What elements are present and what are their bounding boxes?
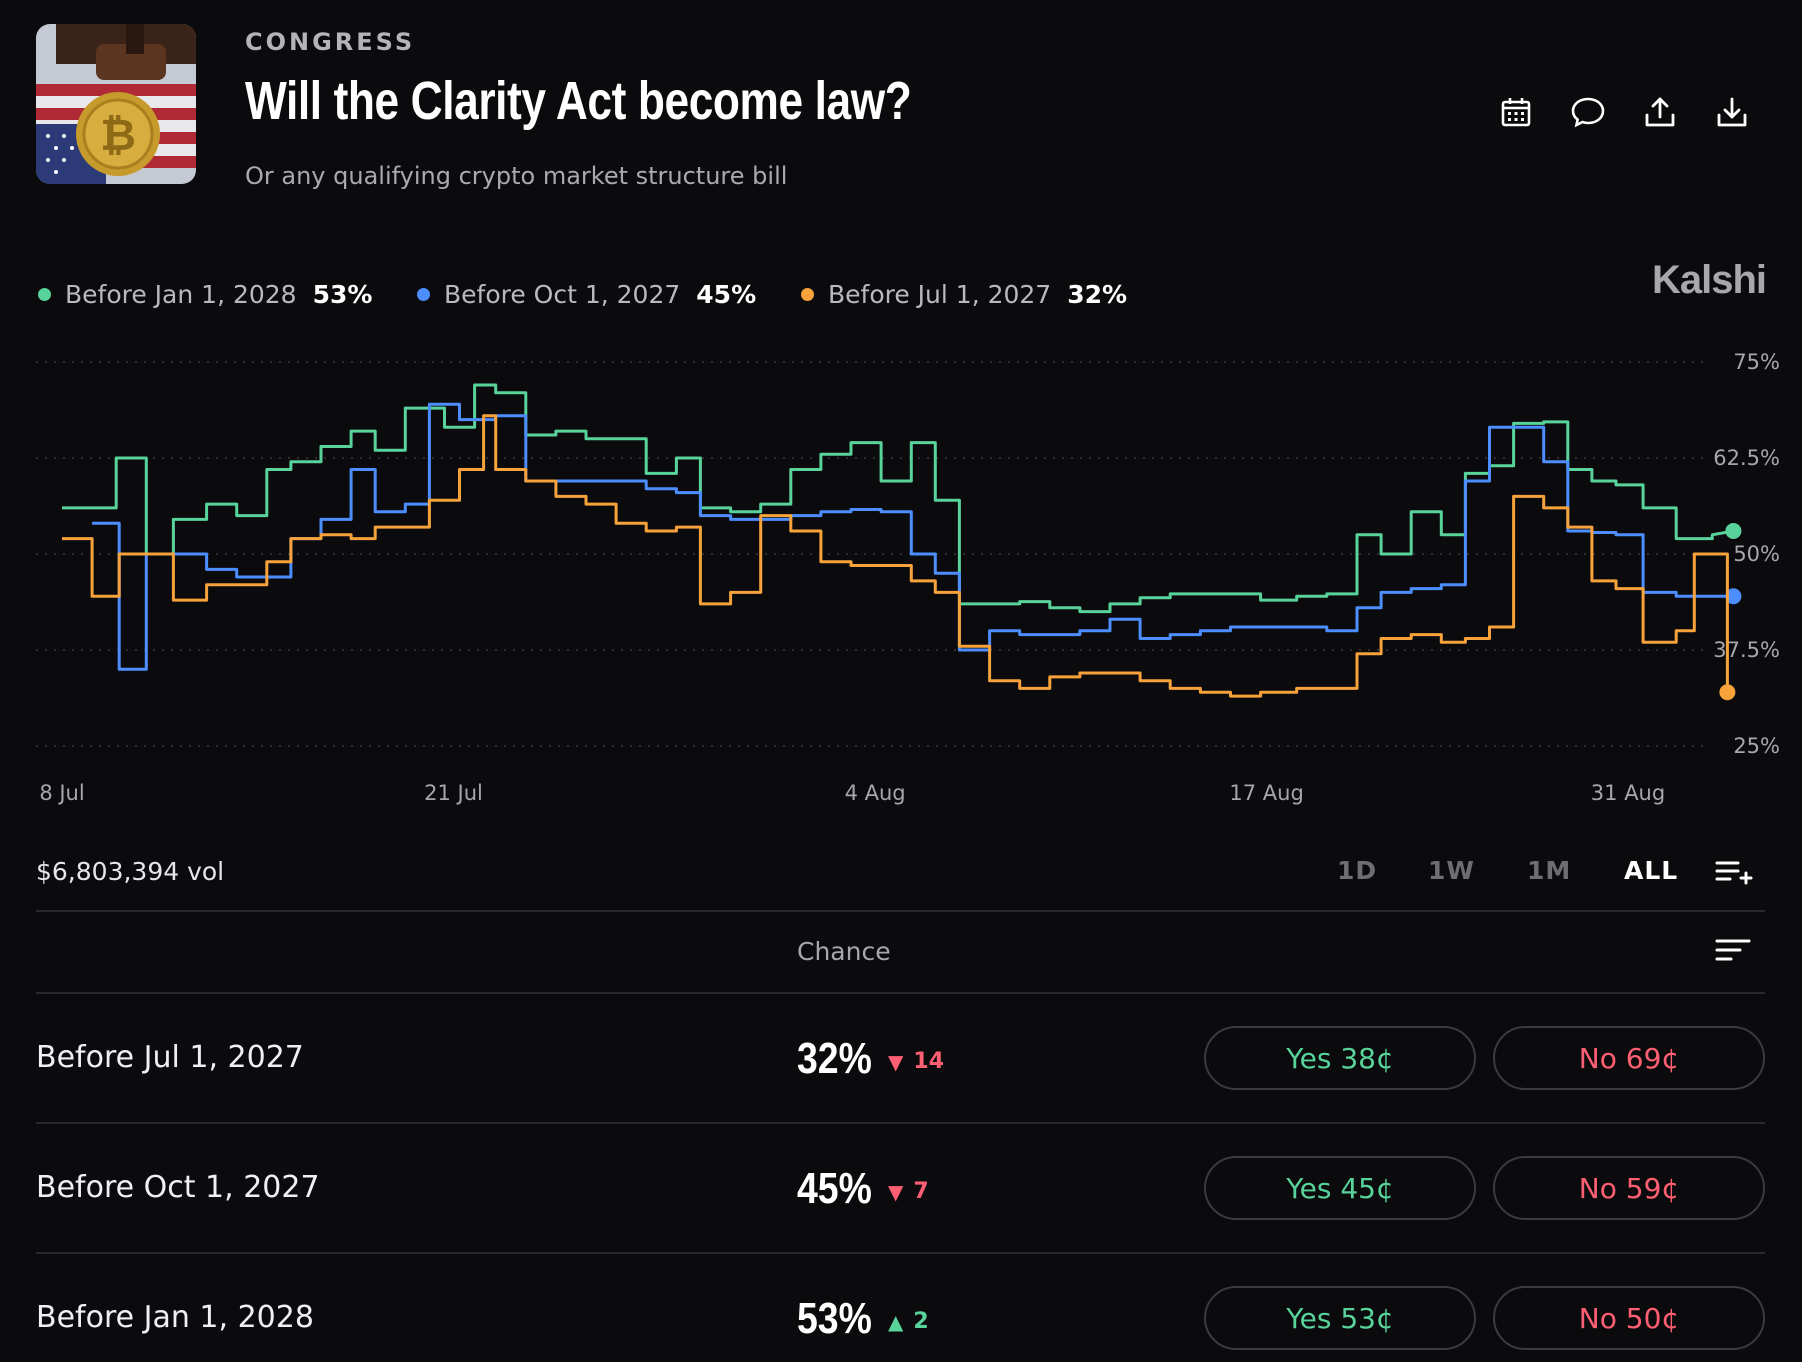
range-button-all[interactable]: ALL: [1624, 856, 1679, 885]
series-line-0: [62, 383, 1734, 614]
legend-dot: [38, 288, 51, 301]
row-delta: ▼ 14: [888, 1049, 944, 1074]
x-tick-label: 8 Jul: [39, 781, 84, 805]
buy-yes-button[interactable]: Yes 53¢: [1204, 1286, 1476, 1350]
triangle-down-icon: ▼: [888, 1179, 904, 1204]
chart-grid: [36, 361, 1710, 747]
table-row: Before Jan 1, 2028 53% ▲ 2 Yes 53¢ No 50…: [36, 1276, 1765, 1362]
y-tick-label: 25%: [1733, 734, 1780, 758]
row-label: Before Oct 1, 2027: [36, 1170, 320, 1205]
legend-item-jul-2027[interactable]: Before Jul 1, 2027 32%: [801, 280, 1127, 309]
legend-label: Before Jul 1, 2027: [828, 280, 1052, 309]
row-label: Before Jul 1, 2027: [36, 1040, 304, 1075]
page-subtitle: Or any qualifying crypto market structur…: [245, 162, 788, 190]
legend-item-oct-2027[interactable]: Before Oct 1, 2027 45%: [417, 280, 756, 309]
download-icon[interactable]: [1708, 88, 1756, 136]
y-tick-label: 75%: [1733, 350, 1780, 374]
legend-dot: [417, 288, 430, 301]
legend-item-jan-2028[interactable]: Before Jan 1, 2028 53%: [38, 280, 372, 309]
range-button-1d[interactable]: 1D: [1337, 856, 1378, 885]
buy-no-button[interactable]: No 50¢: [1493, 1286, 1765, 1350]
row-delta-value: 2: [913, 1309, 929, 1334]
buy-no-button[interactable]: No 69¢: [1493, 1026, 1765, 1090]
category-label: CONGRESS: [245, 28, 416, 56]
legend-value: 53%: [312, 280, 373, 309]
sort-icon[interactable]: [1714, 936, 1754, 966]
x-tick-label: 4 Aug: [845, 781, 906, 805]
row-chance: 53%: [797, 1294, 872, 1343]
x-tick-label: 21 Jul: [424, 781, 483, 805]
divider: [36, 910, 1765, 912]
chart-series: [62, 383, 1742, 701]
legend-value: 45%: [696, 280, 757, 309]
row-chance: 32%: [797, 1034, 872, 1083]
series-end-point: [1725, 588, 1742, 605]
x-tick-label: 31 Aug: [1591, 781, 1665, 805]
x-tick-label: 17 Aug: [1229, 781, 1303, 805]
volume-label: $6,803,394 vol: [36, 857, 225, 886]
series-end-point: [1719, 684, 1736, 701]
buy-yes-button[interactable]: Yes 45¢: [1204, 1156, 1476, 1220]
y-tick-label: 37.5%: [1713, 638, 1780, 662]
legend-value: 32%: [1067, 280, 1128, 309]
add-to-list-icon[interactable]: [1714, 855, 1754, 891]
divider: [36, 992, 1765, 994]
series-line-1: [92, 402, 1734, 671]
legend-label: Before Jan 1, 2028: [65, 280, 297, 309]
price-history-chart[interactable]: 75% 62.5% 50% 37.5% 25% 8 Jul 21 Jul 4 Aug 17 A…: [0, 330, 1802, 810]
legend-label: Before Oct 1, 2027: [444, 280, 681, 309]
row-delta-value: 7: [913, 1179, 929, 1204]
y-tick-label: 50%: [1733, 542, 1780, 566]
range-button-1w[interactable]: 1W: [1428, 856, 1475, 885]
row-chance: 45%: [797, 1164, 872, 1213]
triangle-down-icon: ▼: [888, 1049, 904, 1074]
series-line-2: [62, 414, 1729, 698]
triangle-up-icon: ▲: [888, 1309, 904, 1334]
table-row: Before Jul 1, 2027 32% ▼ 14 Yes 38¢ No 6…: [36, 1016, 1765, 1106]
buy-yes-button[interactable]: Yes 38¢: [1204, 1026, 1476, 1090]
row-delta-value: 14: [913, 1049, 945, 1074]
page-title: Will the Clarity Act become law?: [245, 71, 912, 131]
comment-icon[interactable]: [1564, 88, 1612, 136]
x-axis: 8 Jul 21 Jul 4 Aug 17 Aug 31 Aug: [39, 781, 1665, 805]
svg-text:₿: ₿: [100, 110, 136, 161]
y-axis: 75% 62.5% 50% 37.5% 25%: [1713, 350, 1780, 758]
row-delta: ▲ 2: [888, 1309, 929, 1334]
share-icon[interactable]: [1636, 88, 1684, 136]
y-tick-label: 62.5%: [1713, 446, 1780, 470]
row-delta: ▼ 7: [888, 1179, 929, 1204]
brand-logo: Kalshi: [1652, 258, 1767, 302]
market-thumbnail: ₿: [36, 24, 196, 184]
calendar-icon[interactable]: [1492, 88, 1540, 136]
buy-no-button[interactable]: No 59¢: [1493, 1156, 1765, 1220]
table-row: Before Oct 1, 2027 45% ▼ 7 Yes 45¢ No 59…: [36, 1146, 1765, 1236]
divider: [36, 1122, 1765, 1124]
row-label: Before Jan 1, 2028: [36, 1300, 314, 1335]
legend-dot: [801, 288, 814, 301]
series-end-point: [1725, 522, 1742, 539]
divider: [36, 1252, 1765, 1254]
column-header-chance: Chance: [797, 937, 891, 966]
range-button-1m[interactable]: 1M: [1527, 856, 1572, 885]
